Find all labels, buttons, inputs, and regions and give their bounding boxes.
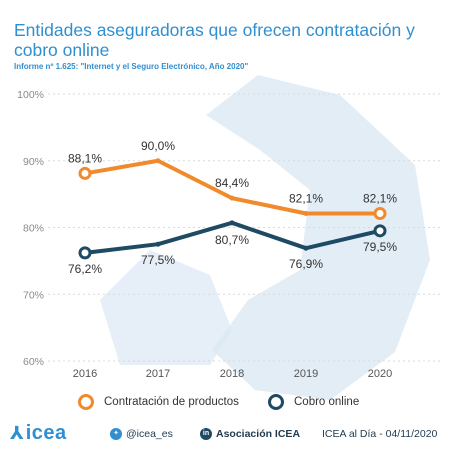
twitter-handle[interactable]: ✦ @icea_es [110,428,173,440]
twitter-icon: ✦ [110,428,122,440]
data-point [229,195,235,201]
x-tick-label: 2020 [368,368,392,380]
y-tick-label: 80% [23,223,44,235]
legend-item-cobro: Cobro online [268,394,359,410]
y-tick-label: 60% [23,356,44,368]
data-point [373,224,387,238]
data-point [303,245,309,251]
data-point [303,210,309,216]
logo-text: icea [25,422,67,444]
data-label: 88,1% [68,151,102,165]
icea-logo-icon: ⅄ [10,423,24,443]
orange-dot-icon [78,394,94,410]
y-tick-label: 90% [23,156,44,168]
data-point [78,166,92,180]
x-tick-label: 2016 [73,368,97,380]
data-point [229,220,235,226]
linkedin-icon: in [200,428,212,440]
watermark-shape [206,75,430,400]
data-label: 76,2% [68,262,102,276]
chart-title: Entidades aseguradoras que ofrecen contr… [14,20,415,60]
linkedin-label: Asociación ICEA [216,428,301,440]
data-label: 82,1% [363,191,397,205]
x-tick-label: 2019 [294,368,318,380]
legend-label: Cobro online [294,396,360,408]
navy-dot-icon [268,394,284,410]
legend-item-contratacion: Contratación de productos [78,394,239,410]
date-note: ICEA al Día - 04/11/2020 [322,428,438,440]
data-label: 80,7% [215,233,249,247]
y-tick-label: 70% [23,289,44,301]
x-tick-label: 2017 [146,368,170,380]
x-tick-label: 2018 [220,368,244,380]
data-point [155,158,161,164]
data-label: 84,4% [215,176,249,190]
data-label: 76,9% [289,257,323,271]
linkedin-handle[interactable]: in Asociación ICEA [200,428,300,440]
data-point [373,206,387,220]
data-label: 79,5% [363,240,397,254]
watermark-shape [100,250,232,365]
data-point [78,246,92,260]
icea-logo: ⅄ icea [10,422,67,445]
watermark-logo [100,75,430,400]
legend-label: Contratación de productos [104,396,239,408]
data-label: 82,1% [289,191,323,205]
chart-subtitle: Informe nº 1.625: "Internet y el Seguro … [14,62,249,71]
y-tick-label: 100% [17,89,44,101]
data-point [155,241,161,247]
data-label: 90,0% [141,139,175,153]
twitter-label: @icea_es [126,428,173,440]
data-label: 77,5% [141,253,175,267]
